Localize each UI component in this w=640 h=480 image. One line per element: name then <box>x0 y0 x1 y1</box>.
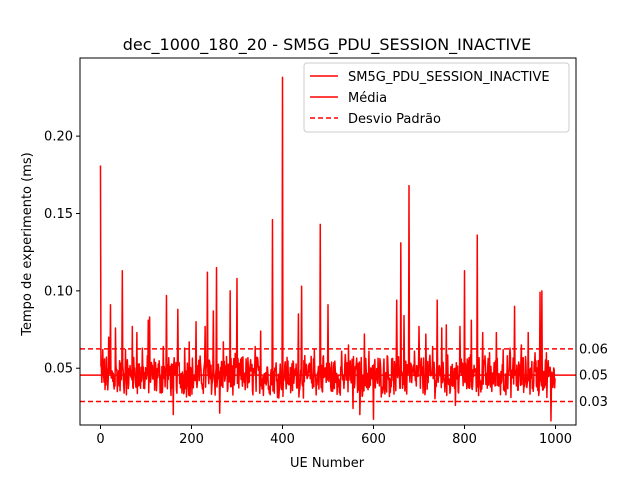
x-tick-label-5: 1000 <box>539 432 572 447</box>
x-tick-label-2: 400 <box>270 432 295 447</box>
y-tick-label-3: 0.20 <box>44 130 73 145</box>
y-tick-label-1: 0.10 <box>44 284 73 299</box>
y-tick-label-2: 0.15 <box>44 207 73 222</box>
labels: dec_1000_180_20 - SM5G_PDU_SESSION_INACT… <box>20 35 531 471</box>
legend-frame <box>303 62 570 133</box>
x-axis-label: UE Number <box>290 456 365 471</box>
x-tick-label-3: 600 <box>361 432 386 447</box>
axes-frame <box>79 57 577 426</box>
series-line <box>99 76 556 422</box>
legend-label-std: Desvio Padrão <box>348 112 441 127</box>
x-tick-label-0: 0 <box>96 432 104 447</box>
chart-title: dec_1000_180_20 - SM5G_PDU_SESSION_INACT… <box>123 35 532 55</box>
legend-label-series: SM5G_PDU_SESSION_INACTIVE <box>348 70 550 85</box>
y-tick-label-0: 0.05 <box>44 362 73 377</box>
x-tick-label-4: 800 <box>452 432 477 447</box>
legend-label-mean: Média <box>348 91 387 106</box>
right-annotation-1: 0.05 <box>579 369 608 384</box>
plot-area <box>80 76 576 422</box>
right-annotation-2: 0.03 <box>579 395 608 410</box>
axes: 0 200 400 600 800 1000 0.05 0.10 0.15 0.20 0.06 0.0… <box>44 57 608 447</box>
x-tick-label-1: 200 <box>179 432 204 447</box>
y-axis-label: Tempo de experimento (ms) <box>20 152 35 336</box>
legend: SM5G_PDU_SESSION_INACTIVE Média Desvio P… <box>303 62 570 133</box>
right-annotation-0: 0.06 <box>579 342 608 357</box>
